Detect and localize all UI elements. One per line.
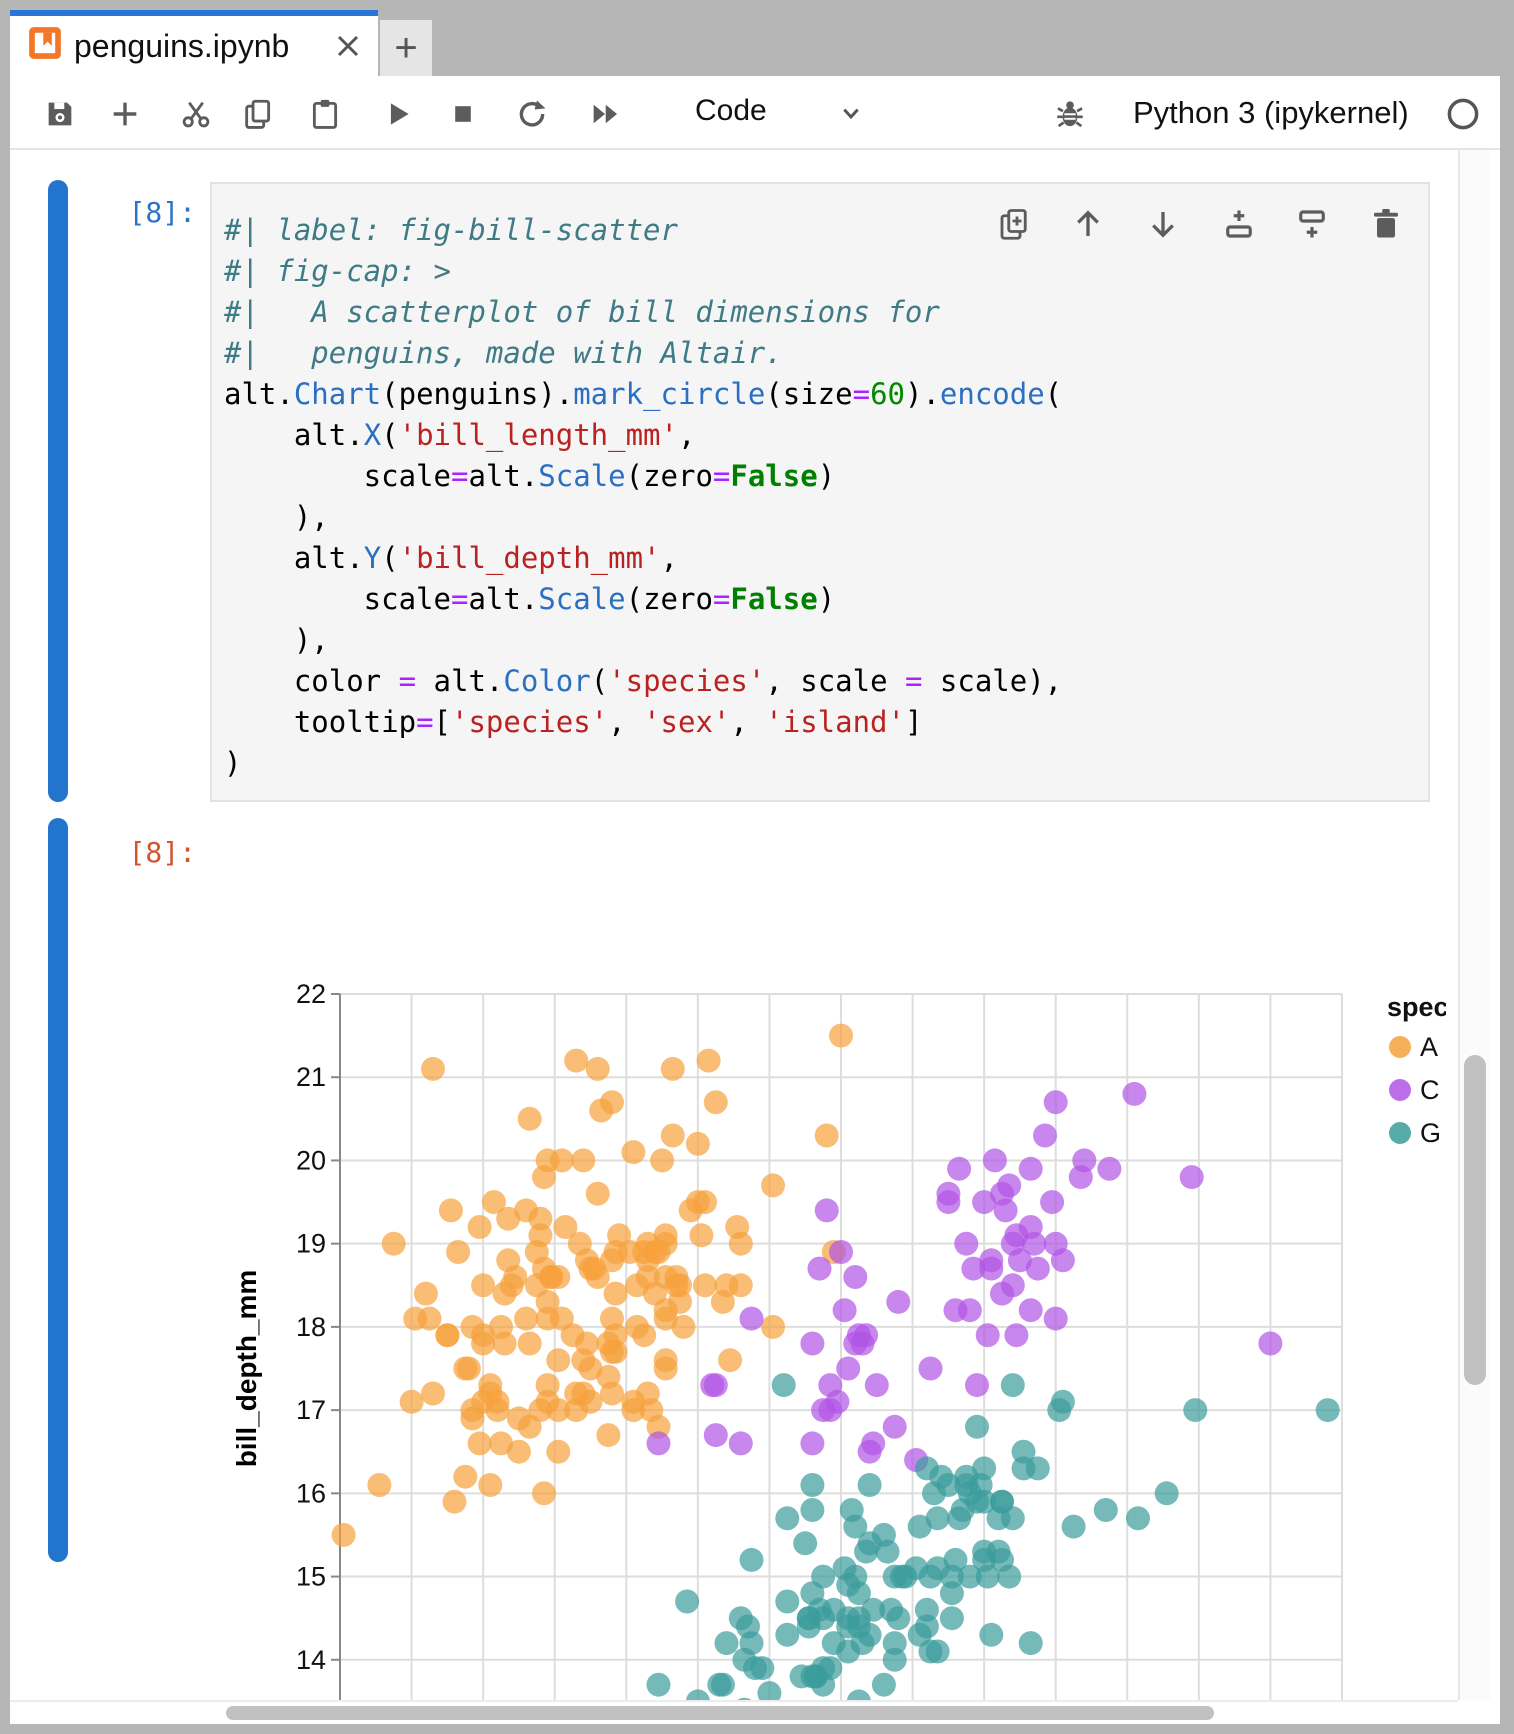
svg-text:G: G bbox=[1420, 1118, 1441, 1148]
cut-cells-button[interactable] bbox=[179, 97, 213, 131]
code-line: scale=alt.Scale(zero=False) bbox=[224, 582, 836, 616]
svg-text:22: 22 bbox=[296, 979, 326, 1009]
notebook-tab[interactable]: penguins.ipynb bbox=[10, 10, 378, 76]
scatter-chart: 1314151617181920212232343638404244464850… bbox=[231, 979, 1446, 1700]
code-line: alt.Chart(penguins).mark_circle(size=60)… bbox=[224, 377, 1063, 411]
code-line: ), bbox=[224, 500, 329, 534]
close-icon[interactable] bbox=[330, 28, 366, 64]
scatter-points-adelie[interactable] bbox=[331, 1023, 853, 1547]
plus-icon: + bbox=[394, 26, 418, 70]
code-cell-input[interactable]: #| label: fig-bill-scatter #| fig-cap: > #… bbox=[210, 182, 1430, 802]
svg-text:18: 18 bbox=[296, 1312, 326, 1342]
delete-cell-button[interactable] bbox=[1368, 206, 1404, 242]
move-cell-up-button[interactable] bbox=[1070, 206, 1106, 242]
move-cell-down-button[interactable] bbox=[1145, 206, 1181, 242]
notebook-scroll-area: [8]: #| label: fig-bill-scatter #| fig-ca… bbox=[10, 150, 1468, 1700]
code-line: #| fig-cap: > bbox=[224, 254, 451, 288]
run-button[interactable] bbox=[381, 97, 415, 131]
restart-kernel-button[interactable] bbox=[515, 97, 549, 131]
input-collapser[interactable] bbox=[48, 180, 68, 802]
kernel-status-icon[interactable] bbox=[1444, 95, 1482, 133]
paste-cells-button[interactable] bbox=[308, 97, 342, 131]
debugger-button[interactable] bbox=[1053, 97, 1087, 131]
code-line: tooltip=['species', 'sex', 'island'] bbox=[224, 705, 923, 739]
insert-cell-above-button[interactable] bbox=[1221, 206, 1257, 242]
code-line: alt.X('bill_length_mm', bbox=[224, 418, 696, 452]
cell-type-dropdown[interactable]: Code bbox=[650, 91, 900, 135]
code-editor[interactable]: #| label: fig-bill-scatter #| fig-cap: > #… bbox=[224, 210, 1424, 784]
restart-run-all-button[interactable] bbox=[588, 97, 622, 131]
code-line: #| penguins, made with Altair. bbox=[224, 336, 783, 370]
vertical-scrollbar-thumb[interactable] bbox=[1464, 1055, 1486, 1385]
output-collapser[interactable] bbox=[48, 818, 68, 1562]
output-prompt: [8]: bbox=[128, 836, 196, 869]
duplicate-cell-button[interactable] bbox=[996, 206, 1032, 242]
tick-labels: 1314151617181920212232343638404244464850… bbox=[296, 979, 326, 1675]
chevron-down-icon bbox=[843, 108, 859, 120]
new-tab-button[interactable]: + bbox=[380, 20, 432, 76]
code-line: ), bbox=[224, 623, 329, 657]
code-line: alt.Y('bill_depth_mm', bbox=[224, 541, 678, 575]
svg-text:19: 19 bbox=[296, 1229, 326, 1259]
svg-text:20: 20 bbox=[296, 1145, 326, 1175]
scatter-points-chinstrap[interactable] bbox=[646, 1081, 1283, 1472]
insert-cell-below-button[interactable] bbox=[1294, 206, 1330, 242]
vertical-scrollbar-track bbox=[1458, 150, 1490, 1700]
svg-text:A: A bbox=[1420, 1032, 1438, 1062]
notebook-toolbar: Code Python 3 (ipykernel) bbox=[10, 76, 1500, 150]
kernel-name[interactable]: Python 3 (ipykernel) bbox=[1133, 95, 1409, 130]
tab-bar: penguins.ipynb + bbox=[10, 10, 1500, 76]
code-line: ) bbox=[224, 746, 242, 780]
save-button[interactable] bbox=[43, 97, 77, 131]
tab-title: penguins.ipynb bbox=[74, 28, 290, 64]
insert-cell-button[interactable] bbox=[108, 97, 142, 131]
notebook-file-icon bbox=[29, 27, 61, 59]
code-line: scale=alt.Scale(zero=False) bbox=[224, 459, 836, 493]
code-line: color = alt.Color('species', scale = sca… bbox=[224, 664, 1063, 698]
code-line: #| label: fig-bill-scatter bbox=[224, 213, 678, 247]
horizontal-scrollbar-thumb[interactable] bbox=[226, 1706, 1214, 1720]
svg-text:14: 14 bbox=[296, 1645, 326, 1675]
code-line: #| A scatterplot of bill dimensions for bbox=[224, 295, 940, 329]
interrupt-button[interactable] bbox=[446, 97, 480, 131]
cell-type-label: Code bbox=[695, 94, 767, 127]
svg-text:species: species bbox=[1387, 992, 1446, 1022]
y-axis-title: bill_depth_mm bbox=[231, 1270, 262, 1468]
axes bbox=[331, 993, 341, 1700]
svg-text:16: 16 bbox=[296, 1478, 326, 1508]
svg-text:21: 21 bbox=[296, 1062, 326, 1092]
input-prompt: [8]: bbox=[128, 196, 196, 229]
copy-cells-button[interactable] bbox=[241, 97, 275, 131]
svg-text:15: 15 bbox=[296, 1562, 326, 1592]
legend: species ACG bbox=[1387, 992, 1446, 1148]
svg-text:C: C bbox=[1420, 1075, 1440, 1105]
svg-text:17: 17 bbox=[296, 1395, 326, 1425]
scatter-points-gentoo[interactable] bbox=[646, 1373, 1340, 1700]
